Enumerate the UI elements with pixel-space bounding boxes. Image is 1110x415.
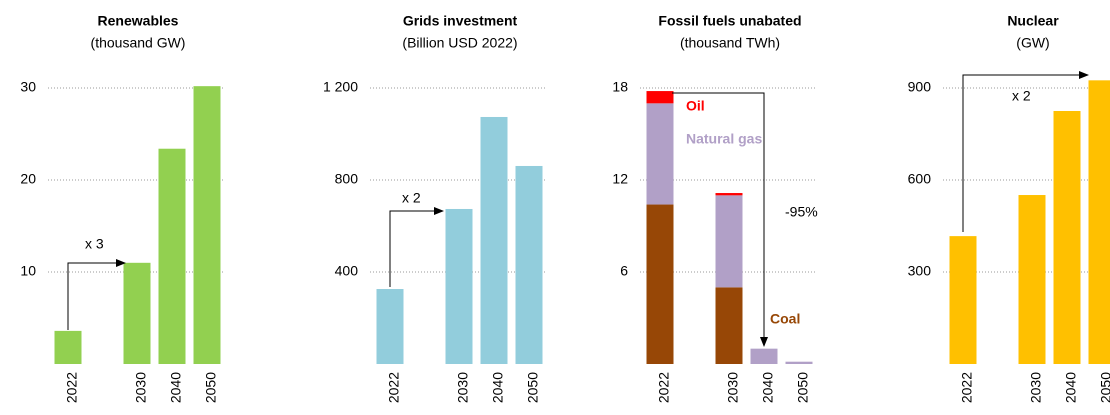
annotation: x 3	[85, 236, 104, 252]
annotation: x 2	[1012, 88, 1031, 104]
x-tick-label: 2030	[133, 372, 149, 403]
x-tick-label: 2040	[490, 372, 506, 403]
x-tick-label: 2030	[725, 372, 741, 403]
bar	[193, 86, 221, 364]
bar-segment	[715, 287, 743, 364]
bar-segment	[715, 193, 743, 196]
chart-title: Renewables	[98, 13, 179, 29]
annotation: x 2	[402, 190, 421, 206]
annotation-arrow	[67, 259, 126, 330]
annotation-arrow	[672, 92, 768, 347]
y-tick-label: 800	[335, 171, 359, 187]
annotation-arrow	[389, 207, 444, 287]
y-tick-label: 300	[908, 263, 932, 279]
x-tick-label: 2050	[525, 372, 541, 403]
bar-segment	[646, 204, 674, 364]
y-tick-label: 1 200	[323, 79, 358, 95]
y-tick-label: 18	[612, 79, 628, 95]
x-tick-label: 2030	[455, 372, 471, 403]
bar	[54, 330, 82, 364]
chart-subtitle: (thousand GW)	[91, 35, 186, 51]
x-tick-label: 2050	[203, 372, 219, 403]
bar	[949, 236, 977, 364]
x-tick-label: 2022	[386, 372, 402, 403]
chart-subtitle: (GW)	[1016, 35, 1049, 51]
series-label: Natural gas	[686, 131, 762, 147]
x-tick-label: 2022	[64, 372, 80, 403]
bar	[445, 208, 473, 364]
chart-title: Fossil fuels unabated	[658, 13, 801, 29]
x-tick-label: 2022	[656, 372, 672, 403]
bar	[1018, 195, 1046, 364]
bar	[376, 289, 404, 364]
x-tick-label: 2040	[168, 372, 184, 403]
chart-title: Nuclear	[1007, 13, 1059, 29]
x-tick-label: 2030	[1028, 372, 1044, 403]
x-tick-label: 2040	[760, 372, 776, 403]
bar-segment	[646, 91, 674, 104]
bar-segment	[715, 195, 743, 288]
x-tick-label: 2022	[959, 372, 975, 403]
y-tick-label: 6	[620, 263, 628, 279]
bar-segment	[785, 361, 813, 364]
y-tick-label: 900	[908, 79, 932, 95]
y-tick-label: 400	[335, 263, 359, 279]
bar	[1088, 80, 1110, 364]
bar	[480, 116, 508, 364]
series-label: Oil	[686, 98, 705, 114]
chart-subtitle: (Billion USD 2022)	[402, 35, 517, 51]
series-label: Coal	[770, 311, 800, 327]
y-tick-label: 30	[20, 79, 36, 95]
x-tick-label: 2040	[1063, 372, 1079, 403]
y-tick-label: 600	[908, 171, 932, 187]
bar	[1053, 111, 1081, 364]
x-tick-label: 2050	[1098, 372, 1110, 403]
annotation: -95%	[785, 204, 818, 220]
x-tick-label: 2050	[795, 372, 811, 403]
chart-subtitle: (thousand TWh)	[680, 35, 780, 51]
annotation-arrow	[962, 71, 1089, 232]
bar	[158, 148, 186, 364]
y-tick-label: 20	[20, 171, 36, 187]
y-tick-label: 12	[612, 171, 628, 187]
bar	[123, 262, 151, 364]
chart-title: Grids investment	[403, 13, 518, 29]
bar-segment	[750, 348, 778, 364]
bar-segment	[646, 103, 674, 205]
y-tick-label: 10	[20, 263, 36, 279]
bar	[515, 165, 543, 364]
